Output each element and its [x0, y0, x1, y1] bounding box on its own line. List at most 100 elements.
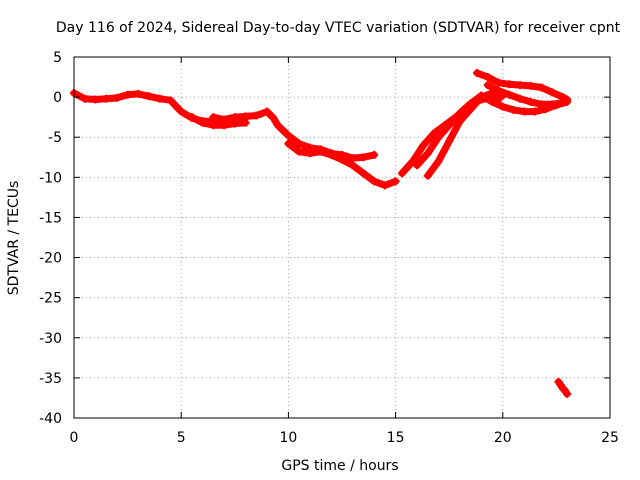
data-point	[348, 154, 357, 163]
data-point	[209, 121, 218, 130]
data-point	[537, 100, 546, 109]
data-point	[209, 113, 218, 122]
data-point	[408, 157, 417, 166]
x-axis-label: GPS time / hours	[281, 458, 398, 474]
data-point	[488, 97, 497, 106]
data-point	[102, 94, 111, 103]
data-point	[477, 93, 486, 102]
data-point	[445, 121, 454, 130]
data-point	[166, 96, 175, 105]
data-point	[338, 155, 346, 164]
data-point	[558, 98, 567, 107]
y-tick-label: -10	[39, 170, 62, 186]
data-point	[498, 102, 507, 111]
series-arc-10	[554, 377, 572, 398]
data-point	[445, 137, 454, 146]
x-tick-label: 5	[177, 430, 186, 446]
data-point	[413, 161, 422, 170]
data-point	[269, 113, 278, 122]
data-point	[123, 90, 132, 99]
data-point	[391, 177, 400, 186]
data-point	[398, 169, 407, 178]
data-point	[563, 95, 572, 104]
data-point	[359, 153, 368, 162]
plot-frame	[73, 56, 611, 419]
data-point	[505, 90, 514, 99]
data-point	[187, 113, 196, 122]
data-point	[455, 117, 464, 126]
grid-lines	[74, 57, 610, 418]
data-point	[466, 105, 475, 114]
series-arc-4	[284, 139, 400, 190]
axis-ticks: 0 5 10 15 20 25 5 0 -5 -10 -15 -20 -25 -30 -35 -40	[39, 50, 619, 446]
data-point	[526, 81, 535, 90]
data-point	[145, 92, 154, 101]
y-tick-label: -40	[39, 411, 62, 427]
y-tick-label: -35	[39, 371, 62, 387]
x-tick-label: 15	[387, 430, 405, 446]
y-tick-label: -15	[39, 210, 62, 226]
data-point	[80, 94, 89, 103]
data-point	[430, 129, 439, 138]
x-tick-label: 0	[70, 430, 79, 446]
y-tick-label: -5	[48, 130, 62, 146]
data-point	[563, 389, 572, 398]
data-point	[537, 83, 546, 92]
data-point	[434, 133, 443, 142]
data-point	[295, 147, 304, 156]
data-point	[359, 169, 368, 178]
data-point	[530, 107, 539, 116]
series-arc-8	[473, 69, 572, 104]
data-point	[494, 78, 503, 87]
data-point	[273, 121, 282, 130]
series-band	[473, 69, 571, 103]
data-point	[505, 80, 514, 89]
data-point	[423, 149, 432, 158]
data-point	[134, 89, 143, 98]
data-point	[483, 81, 492, 90]
data-point	[509, 105, 518, 114]
x-tick-label: 10	[279, 430, 297, 446]
data-series	[70, 69, 572, 398]
data-point	[473, 69, 482, 78]
y-tick-label: -30	[39, 331, 62, 347]
x-tick-label: 25	[601, 430, 619, 446]
data-point	[515, 81, 524, 90]
data-point	[316, 147, 325, 156]
data-point	[241, 112, 250, 121]
data-point	[155, 94, 164, 103]
data-point	[370, 150, 379, 159]
data-point	[423, 171, 432, 180]
data-point	[284, 139, 293, 148]
data-point	[262, 107, 271, 116]
data-point	[526, 97, 535, 106]
data-point	[305, 149, 314, 158]
y-axis-label: SDTVAR / TECUs	[6, 181, 22, 296]
y-tick-label: -20	[39, 251, 62, 267]
data-point	[112, 93, 121, 102]
data-point	[434, 157, 443, 166]
series-arc-9	[483, 81, 567, 109]
chart-title: Day 116 of 2024, Sidereal Day-to-day VTE…	[56, 20, 621, 36]
data-point	[198, 118, 207, 127]
x-tick-label: 20	[494, 430, 512, 446]
y-tick-label: -25	[39, 291, 62, 307]
data-point	[380, 181, 389, 190]
data-point	[520, 107, 529, 116]
data-point	[327, 150, 336, 159]
data-point	[91, 95, 100, 104]
data-point	[483, 73, 492, 82]
data-point	[295, 139, 304, 148]
series-arc-7	[423, 89, 507, 180]
data-point	[370, 177, 379, 186]
data-point	[177, 107, 186, 116]
y-tick-label: 5	[53, 50, 62, 66]
data-point	[252, 111, 261, 120]
data-point	[494, 86, 503, 95]
data-point	[284, 131, 293, 140]
series-arc-2	[187, 113, 250, 130]
data-point	[348, 161, 357, 170]
data-point	[515, 94, 524, 103]
